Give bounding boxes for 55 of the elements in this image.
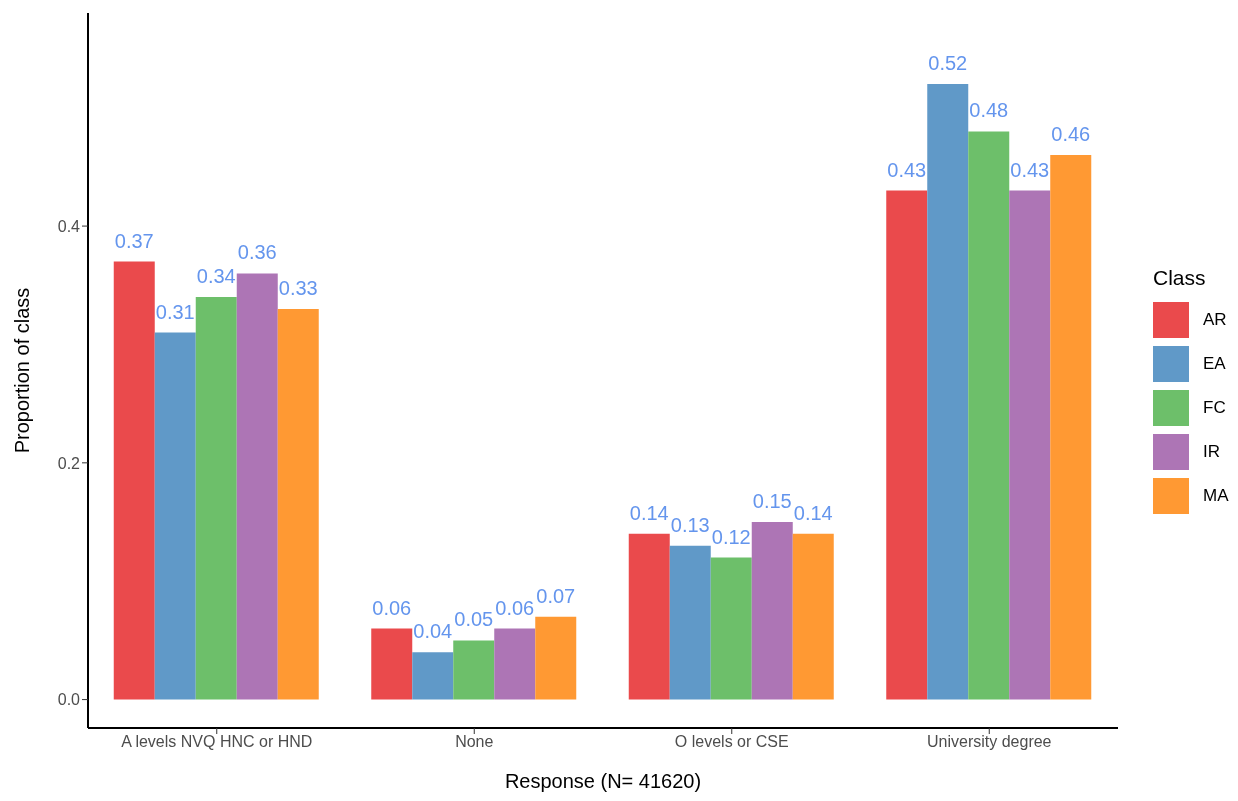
- bar: [710, 557, 752, 700]
- bar: [1009, 190, 1051, 700]
- legend-title: Class: [1153, 266, 1207, 290]
- bar: [628, 533, 670, 700]
- bar: [195, 297, 237, 700]
- data-label: 0.43: [1010, 158, 1050, 181]
- legend-label: AR: [1203, 310, 1227, 330]
- data-label: 0.43: [887, 158, 927, 181]
- legend-label: MA: [1203, 486, 1229, 506]
- y-axis-title: Proportion of class: [11, 287, 34, 454]
- bar: [113, 261, 155, 700]
- bar: [371, 628, 413, 700]
- data-label: 0.06: [372, 596, 412, 619]
- bar: [927, 84, 969, 700]
- x-tick-label: O levels or CSE: [674, 733, 789, 751]
- data-label: 0.33: [278, 276, 318, 299]
- y-tick-label: 0.0: [57, 691, 81, 709]
- bar: [494, 628, 536, 700]
- bar: [277, 308, 319, 700]
- bar: [792, 533, 834, 700]
- bar: [236, 273, 278, 700]
- bar: [154, 332, 196, 700]
- data-label: 0.52: [928, 52, 968, 75]
- data-label: 0.15: [752, 490, 792, 513]
- bar: [751, 522, 793, 700]
- data-label: 0.14: [629, 501, 669, 524]
- data-label: 0.14: [793, 501, 833, 524]
- data-label: 0.37: [114, 229, 154, 252]
- data-label: 0.13: [670, 513, 710, 536]
- bar: [453, 640, 495, 700]
- legend-label: IR: [1203, 442, 1220, 462]
- data-label: 0.36: [237, 241, 277, 264]
- data-label: 0.12: [711, 525, 751, 548]
- data-label: 0.05: [454, 608, 494, 631]
- bar: [535, 616, 577, 700]
- data-label: 0.48: [969, 99, 1009, 122]
- y-tick-label: 0.4: [57, 217, 81, 235]
- legend-label: FC: [1203, 398, 1226, 418]
- data-label: 0.07: [536, 584, 576, 607]
- bar: [886, 190, 928, 700]
- x-tick-label: None: [455, 733, 494, 751]
- data-label: 0.31: [155, 300, 195, 323]
- data-label: 0.04: [413, 620, 453, 643]
- y-tick-label: 0.2: [57, 454, 81, 472]
- x-tick-label: A levels NVQ HNC or HND: [121, 733, 313, 751]
- bar: [968, 131, 1010, 700]
- bar: [1050, 155, 1092, 700]
- data-label: 0.34: [196, 265, 236, 288]
- data-label: 0.06: [495, 596, 535, 619]
- x-axis-title: Response (N= 41620): [504, 770, 702, 792]
- bar: [669, 545, 711, 700]
- legend-label: EA: [1203, 354, 1226, 374]
- bar: [412, 652, 454, 700]
- data-label: 0.46: [1051, 123, 1091, 146]
- x-tick-label: University degree: [927, 733, 1052, 751]
